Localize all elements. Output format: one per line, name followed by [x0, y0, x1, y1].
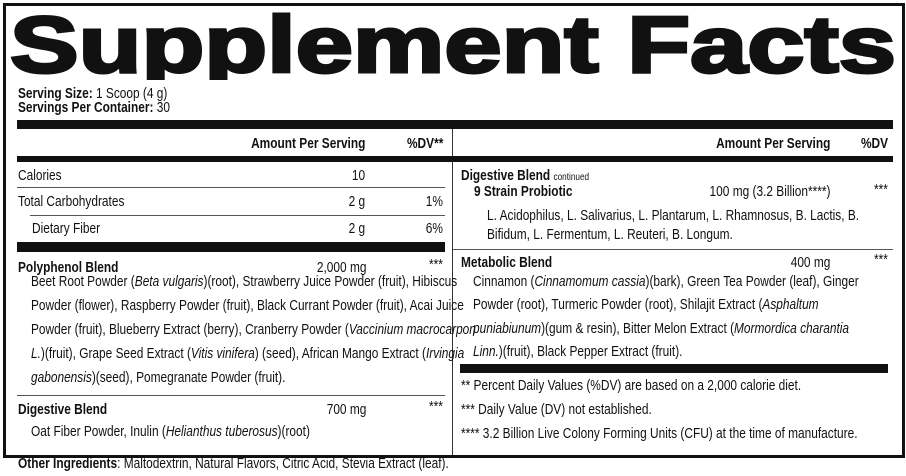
row-dv: 6%: [425, 221, 443, 237]
ingredient-line: Oat Fiber Powder, Inulin (Helianthus tub…: [31, 424, 310, 440]
ingredient-line: puniabiunum)(gum & resin), Bitter Melon …: [473, 321, 850, 337]
blend-amount: 700 mg: [326, 402, 366, 418]
row-amount: 2 g: [348, 194, 365, 210]
ingredient-line: Cinnamon (Cinnamomum cassia)(bark), Gree…: [473, 274, 859, 290]
blend-amount: 100 mg (3.2 Billion****): [709, 184, 830, 200]
divider-bar: [460, 364, 888, 373]
ingredient-line: Bifidum, L. Fermentum, L. Reuteri, B. Lo…: [487, 227, 733, 243]
blend-name: Digestive Blend continued: [461, 168, 590, 184]
blend-name: Metabolic Blend: [461, 255, 553, 271]
row-dv: 1%: [425, 194, 443, 210]
ingredient-line: Linn.)(fruit), Black Pepper Extract (fru…: [473, 344, 683, 360]
blend-dv: ***: [874, 182, 888, 198]
ingredient-line: L. Acidophilus, L. Salivarius, L. Planta…: [487, 208, 860, 224]
servings-per-container: Servings Per Container: 30: [18, 100, 170, 116]
ingredient-line: Beet Root Powder (Beta vulgaris)(root), …: [31, 274, 458, 290]
row-name: Total Carbohydrates: [18, 194, 125, 210]
ingredient-line: Powder (fruit), Blueberry Extract (berry…: [31, 322, 476, 338]
supplement-facts-panel: [3, 3, 905, 458]
divider-bar: [17, 156, 893, 162]
divider-bar: [17, 120, 893, 129]
footnote: ** Percent Daily Values (%DV) are based …: [461, 378, 802, 394]
header-dv: %DV: [860, 136, 888, 152]
row-amount: 10: [351, 168, 365, 184]
footnote: **** 3.2 Billion Live Colony Forming Uni…: [461, 426, 858, 442]
ingredient-line: gabonensis)(seed), Pomegranate Powder (f…: [31, 370, 286, 386]
row-name: Calories: [18, 168, 62, 184]
header-amount: Amount Per Serving: [250, 136, 365, 152]
blend-name: Polyphenol Blend: [18, 260, 119, 276]
row-divider: [30, 215, 445, 216]
header-amount: Amount Per Serving: [715, 136, 830, 152]
header-dv: %DV**: [406, 136, 443, 152]
ingredient-line: Powder (flower), Raspberry Powder (fruit…: [31, 298, 464, 314]
title: Supplement Facts: [9, 0, 898, 80]
svg-text:Supplement Facts: Supplement Facts: [10, 0, 896, 80]
blend-dv: ***: [429, 399, 443, 415]
blend-dv: ***: [429, 257, 443, 273]
sub-blend-name: 9 Strain Probiotic: [474, 184, 573, 200]
other-ingredients: Other Ingredients: Maltodextrin, Natural…: [18, 456, 449, 472]
row-divider: [453, 249, 893, 250]
blend-amount: 400 mg: [790, 255, 830, 271]
blend-amount: 2,000 mg: [316, 260, 366, 276]
serving-size: Serving Size: 1 Scoop (4 g): [18, 86, 168, 102]
ingredient-line: L.)(fruit), Grape Seed Extract (Vitis vi…: [31, 346, 465, 362]
row-amount: 2 g: [348, 221, 365, 237]
blend-dv: ***: [874, 252, 888, 268]
footnote: *** Daily Value (DV) not established.: [461, 402, 652, 418]
ingredient-line: Powder (root), Turmeric Powder (root), S…: [473, 297, 819, 313]
column-divider: [452, 129, 453, 455]
row-divider: [17, 395, 445, 396]
row-divider: [17, 187, 445, 188]
row-name: Dietary Fiber: [32, 221, 101, 237]
blend-name: Digestive Blend: [18, 402, 108, 418]
divider-bar: [17, 242, 445, 252]
